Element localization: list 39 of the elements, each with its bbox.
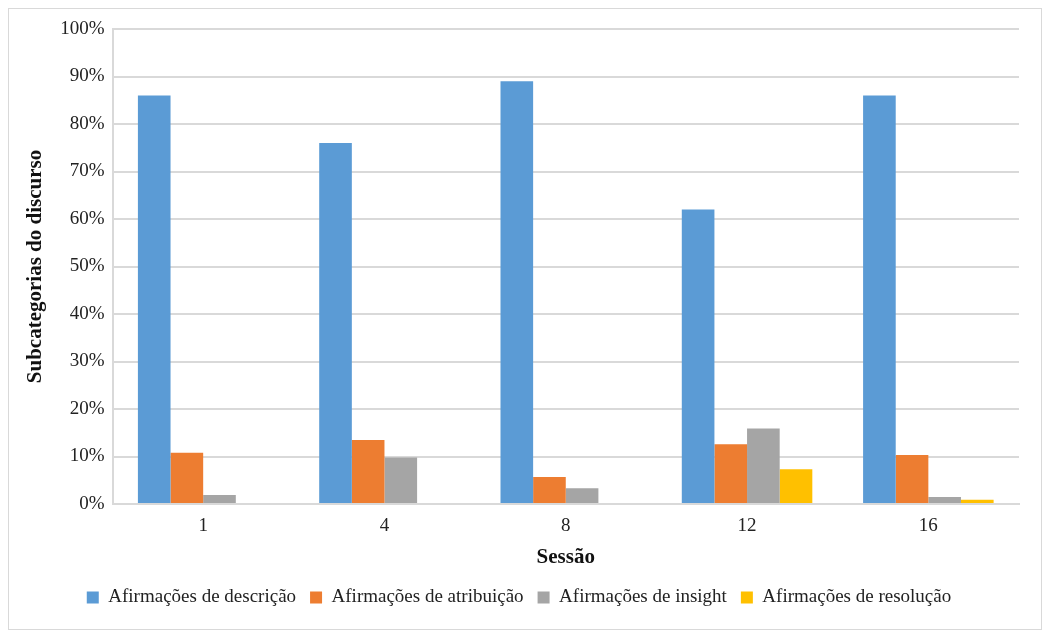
legend-label: Afirmações de insight xyxy=(559,585,728,607)
legend-label: Afirmações de atribuição xyxy=(331,585,524,607)
y-tick-label: 80% xyxy=(69,111,105,133)
bar xyxy=(533,476,566,503)
bar xyxy=(203,494,236,503)
x-tick-label: 16 xyxy=(918,514,938,536)
bar xyxy=(500,81,534,503)
x-tick-label: 1 xyxy=(198,514,208,536)
y-tick-label: 10% xyxy=(69,444,105,466)
bar xyxy=(895,455,929,503)
y-tick-label: 0% xyxy=(79,491,105,513)
bar xyxy=(565,488,599,503)
x-axis-title: Sessão xyxy=(536,543,595,568)
bar xyxy=(928,496,961,503)
bar xyxy=(960,499,994,503)
y-tick-label: 30% xyxy=(69,349,105,371)
y-axis-title: Subcategorias do discurso xyxy=(22,149,47,384)
y-tick-label: 100% xyxy=(60,16,105,38)
bar xyxy=(681,209,715,503)
bar xyxy=(384,457,418,503)
x-tick-label: 12 xyxy=(737,514,757,536)
bar xyxy=(779,469,813,503)
legend-label: Afirmações de descrição xyxy=(108,585,297,607)
y-tick-label: 50% xyxy=(69,254,105,276)
legend-label: Afirmações de resolução xyxy=(762,585,952,607)
bar xyxy=(137,95,171,503)
x-tick-label: 4 xyxy=(379,514,390,536)
y-tick-label: 40% xyxy=(69,301,105,323)
bar xyxy=(863,95,896,503)
bar xyxy=(319,143,352,503)
y-tick-label: 60% xyxy=(69,206,105,228)
y-tick-label: 70% xyxy=(69,159,105,181)
bar xyxy=(351,439,385,503)
bar xyxy=(170,452,204,503)
y-tick-label: 20% xyxy=(69,396,105,418)
x-tick-label: 8 xyxy=(561,514,571,536)
bar xyxy=(747,428,780,503)
bar xyxy=(714,444,748,503)
y-tick-label: 90% xyxy=(69,64,105,86)
